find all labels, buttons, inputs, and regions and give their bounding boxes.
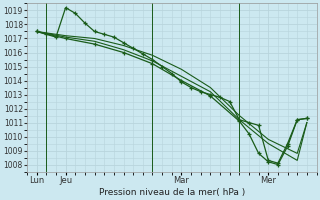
X-axis label: Pression niveau de la mer( hPa ): Pression niveau de la mer( hPa ): [99, 188, 245, 197]
